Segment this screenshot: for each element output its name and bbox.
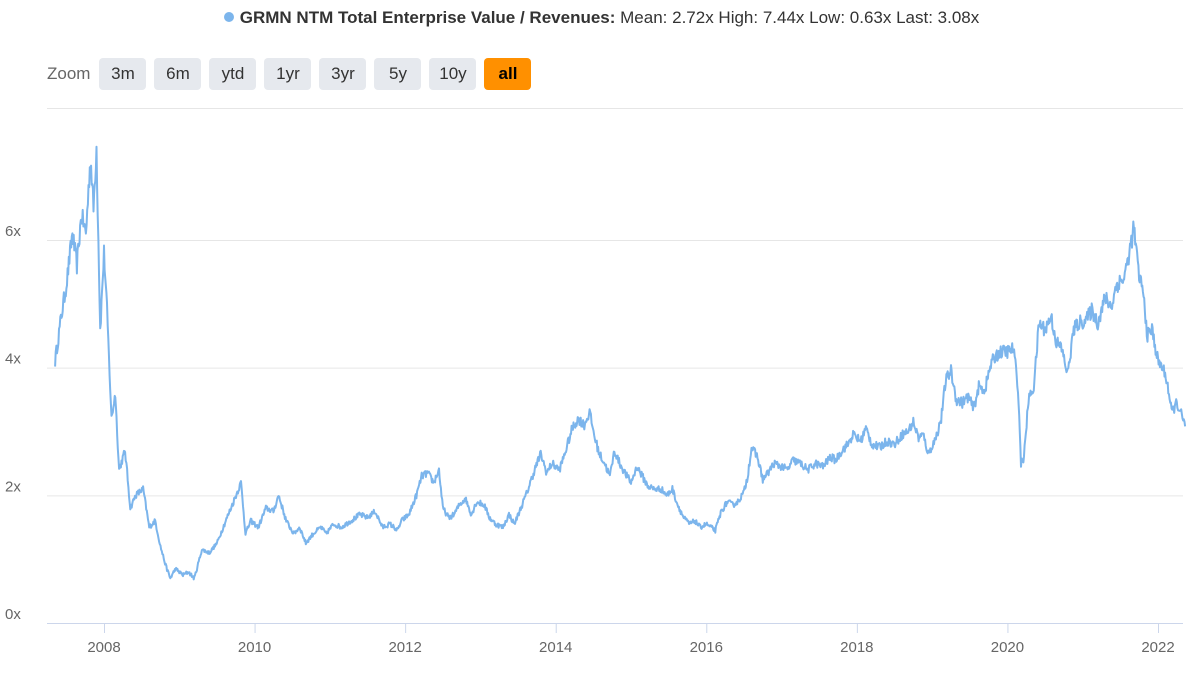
zoom-6m-button[interactable]: 6m	[154, 58, 202, 90]
zoom-toolbar: Zoom 3m 6m ytd 1yr 3yr 5y 10y all	[47, 58, 539, 90]
x-tick-label: 2016	[690, 639, 723, 656]
y-tick-label: 4x	[5, 351, 21, 368]
zoom-label: Zoom	[47, 64, 91, 83]
x-tick-label: 2010	[238, 639, 271, 656]
zoom-5y-button[interactable]: 5y	[374, 58, 422, 90]
y-tick-label: 0x	[5, 606, 21, 623]
legend-stats: Mean: 2.72x High: 7.44x Low: 0.63x Last:…	[620, 8, 980, 27]
x-tick-label: 2014	[539, 639, 572, 656]
legend-series-name: GRMN NTM Total Enterprise Value / Revenu…	[239, 8, 616, 27]
x-tick-label: 2012	[388, 639, 421, 656]
zoom-ytd-button[interactable]: ytd	[209, 58, 257, 90]
zoom-3m-button[interactable]: 3m	[99, 58, 147, 90]
x-tick-label: 2020	[991, 639, 1024, 656]
series-line-0[interactable]	[54, 145, 1187, 581]
x-tick-label: 2008	[87, 639, 120, 656]
x-tick-label: 2022	[1141, 639, 1174, 656]
zoom-1yr-button[interactable]: 1yr	[264, 58, 312, 90]
y-tick-label: 2x	[5, 478, 21, 495]
x-axis: 2008 2010 2012 2014 2016 2018 2020 2022	[87, 623, 1175, 656]
y-tick-label: 6x	[5, 223, 21, 240]
zoom-all-button[interactable]: all	[484, 58, 532, 90]
zoom-10y-button[interactable]: 10y	[429, 58, 477, 90]
zoom-3yr-button[interactable]: 3yr	[319, 58, 367, 90]
grid-lines	[47, 108, 1183, 624]
series-layer	[54, 145, 1187, 581]
y-axis: 0x 2x 4x 6x	[5, 223, 21, 623]
chart-legend[interactable]: GRMN NTM Total Enterprise Value / Revenu…	[0, 8, 1203, 28]
x-tick-label: 2018	[840, 639, 873, 656]
series-marker	[223, 12, 234, 22]
